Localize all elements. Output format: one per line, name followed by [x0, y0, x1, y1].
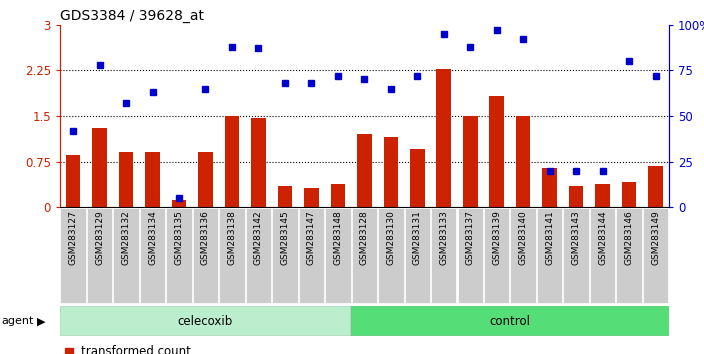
Bar [251, 118, 265, 207]
Bar [516, 116, 530, 207]
Text: GSM283145: GSM283145 [280, 210, 289, 265]
FancyBboxPatch shape [563, 208, 589, 303]
Text: GSM283132: GSM283132 [122, 210, 130, 265]
Text: GSM283133: GSM283133 [439, 210, 448, 265]
FancyBboxPatch shape [219, 208, 245, 303]
Text: GSM283149: GSM283149 [651, 210, 660, 265]
FancyBboxPatch shape [113, 208, 139, 303]
Bar [119, 153, 133, 207]
FancyBboxPatch shape [351, 306, 669, 336]
Text: GSM283137: GSM283137 [466, 210, 474, 265]
Bar [65, 155, 80, 207]
Bar [542, 167, 557, 207]
Bar [357, 134, 372, 207]
FancyBboxPatch shape [643, 208, 668, 303]
Text: GSM283139: GSM283139 [492, 210, 501, 265]
Bar [622, 182, 636, 207]
Text: ▶: ▶ [37, 316, 45, 326]
Text: GSM283142: GSM283142 [254, 210, 263, 265]
Bar [569, 186, 584, 207]
Text: GSM283143: GSM283143 [572, 210, 581, 265]
Text: GDS3384 / 39628_at: GDS3384 / 39628_at [60, 9, 204, 23]
Text: GSM283127: GSM283127 [68, 210, 77, 265]
Text: control: control [489, 315, 530, 328]
Text: GSM283148: GSM283148 [333, 210, 342, 265]
Text: GSM283128: GSM283128 [360, 210, 369, 265]
FancyBboxPatch shape [484, 208, 510, 303]
FancyBboxPatch shape [431, 208, 456, 303]
FancyBboxPatch shape [510, 208, 536, 303]
Text: transformed count: transformed count [81, 345, 191, 354]
FancyBboxPatch shape [351, 208, 377, 303]
Text: GSM283130: GSM283130 [386, 210, 396, 265]
Bar [199, 153, 213, 207]
Bar [277, 186, 292, 207]
FancyBboxPatch shape [61, 208, 86, 303]
FancyBboxPatch shape [378, 208, 403, 303]
Text: GSM283138: GSM283138 [227, 210, 237, 265]
Bar [436, 69, 451, 207]
Bar [384, 137, 398, 207]
Text: agent: agent [1, 316, 34, 326]
Bar [463, 116, 477, 207]
Text: GSM283140: GSM283140 [519, 210, 528, 265]
Text: GSM283146: GSM283146 [624, 210, 634, 265]
Bar [648, 166, 663, 207]
Bar [489, 97, 504, 207]
Text: celecoxib: celecoxib [178, 315, 233, 328]
Bar [596, 184, 610, 207]
Bar [410, 149, 425, 207]
FancyBboxPatch shape [166, 208, 191, 303]
Bar [172, 200, 187, 207]
Text: GSM283136: GSM283136 [201, 210, 210, 265]
FancyBboxPatch shape [246, 208, 271, 303]
Bar [331, 184, 345, 207]
Bar [225, 116, 239, 207]
Text: GSM283144: GSM283144 [598, 210, 607, 265]
Bar [92, 128, 107, 207]
Text: GSM283129: GSM283129 [95, 210, 104, 265]
FancyBboxPatch shape [325, 208, 351, 303]
Bar [304, 188, 319, 207]
FancyBboxPatch shape [298, 208, 324, 303]
Text: GSM283135: GSM283135 [175, 210, 184, 265]
FancyBboxPatch shape [193, 208, 218, 303]
FancyBboxPatch shape [140, 208, 165, 303]
FancyBboxPatch shape [537, 208, 562, 303]
FancyBboxPatch shape [87, 208, 112, 303]
Text: GSM283134: GSM283134 [148, 210, 157, 265]
Text: GSM283131: GSM283131 [413, 210, 422, 265]
FancyBboxPatch shape [590, 208, 615, 303]
FancyBboxPatch shape [60, 306, 351, 336]
Text: GSM283147: GSM283147 [307, 210, 316, 265]
FancyBboxPatch shape [617, 208, 642, 303]
FancyBboxPatch shape [458, 208, 483, 303]
Text: GSM283141: GSM283141 [545, 210, 554, 265]
Bar [145, 153, 160, 207]
FancyBboxPatch shape [272, 208, 298, 303]
FancyBboxPatch shape [405, 208, 430, 303]
